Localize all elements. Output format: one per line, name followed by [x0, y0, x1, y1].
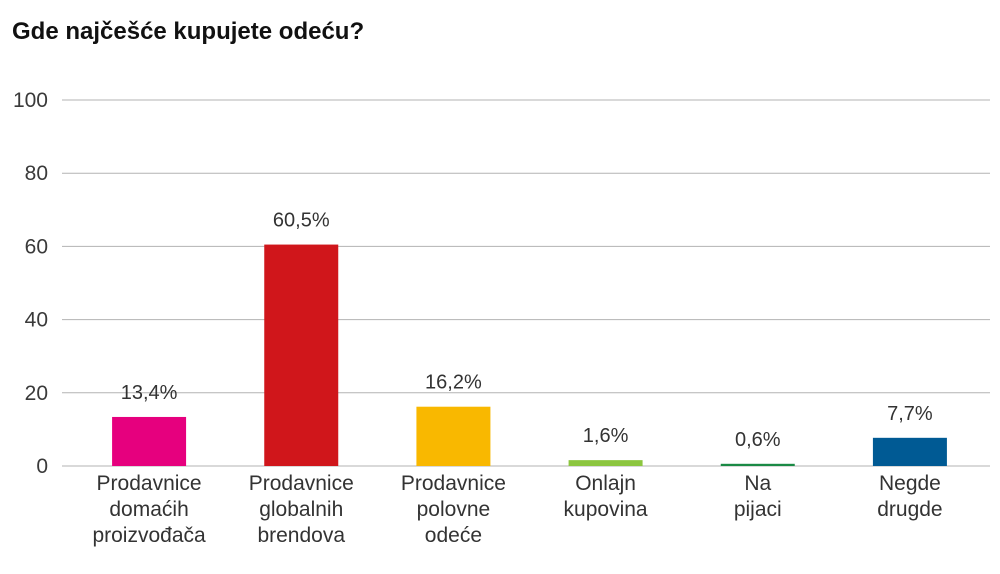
category-label: Na pijaci: [734, 472, 782, 521]
data-label: 7,7%: [887, 403, 933, 425]
y-tick-label: 20: [25, 382, 48, 405]
labels: 0 20 40 60 80 100 13,4% Prodavnice domaćih proizv…: [13, 89, 943, 547]
bars: [112, 244, 947, 466]
bar: [872, 437, 947, 466]
data-label: 0,6%: [735, 429, 781, 451]
bar: [720, 463, 795, 466]
category-label: Prodavnice domaćih proizvođača: [92, 472, 206, 547]
data-label: 16,2%: [425, 372, 482, 394]
data-label: 1,6%: [583, 425, 629, 447]
data-label: 60,5%: [273, 210, 330, 232]
bar: [416, 406, 491, 466]
y-tick-label: 100: [13, 89, 48, 112]
y-tick-label: 0: [36, 455, 48, 478]
gridlines: [62, 99, 990, 467]
chart-title: Gde najčešće kupujete odeću?: [12, 18, 365, 45]
data-label: 13,4%: [121, 382, 178, 404]
bar: [112, 416, 187, 466]
category-label: Prodavnice polovne odeće: [401, 472, 506, 547]
category-label: Onlajn kupovina: [564, 472, 648, 521]
y-tick-label: 40: [25, 309, 48, 332]
category-label: Negde drugde: [877, 472, 942, 521]
bar: [568, 460, 643, 466]
category-label: Prodavnice globalnih brendova: [249, 472, 354, 547]
y-tick-label: 60: [25, 235, 48, 258]
y-tick-label: 80: [25, 162, 48, 185]
bar: [264, 244, 339, 466]
